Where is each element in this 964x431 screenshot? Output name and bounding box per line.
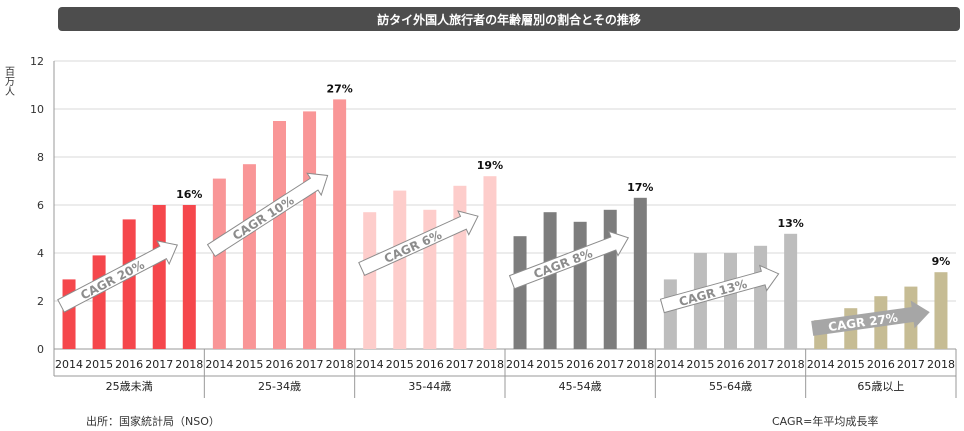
bar — [122, 219, 136, 349]
cagr-arrow-shape — [206, 172, 329, 258]
year-tick-label: 2018 — [927, 358, 955, 371]
bar — [754, 245, 768, 349]
y-tick-label: 8 — [37, 151, 44, 164]
bar — [724, 253, 737, 349]
year-tick-label: 2015 — [386, 358, 414, 371]
bar — [784, 233, 798, 349]
cagr-arrow-shape — [57, 240, 179, 313]
share-label: 9% — [932, 255, 951, 268]
cagr-arrow-shape — [508, 230, 630, 290]
bar — [242, 164, 256, 349]
bar — [182, 205, 196, 349]
y-tick-label: 4 — [37, 247, 44, 260]
y-tick-label: 2 — [37, 295, 44, 308]
year-tick-label: 2014 — [55, 358, 83, 371]
source-note: 出所：国家統計局（NSO） — [86, 415, 220, 428]
cagr-definition: CAGR=年平均成長率 — [772, 415, 879, 428]
bar — [934, 272, 948, 349]
bars — [62, 99, 948, 350]
y-tick-label: 6 — [37, 199, 44, 212]
cagr-label: CAGR 20% — [78, 258, 147, 303]
year-tick-label: 2017 — [296, 358, 324, 371]
group-label: 35-44歳 — [408, 380, 451, 393]
year-tick-label: 2014 — [506, 358, 534, 371]
year-tick-label: 2016 — [266, 358, 294, 371]
group-label: 55-64歳 — [709, 380, 752, 393]
year-tick-label: 2015 — [686, 358, 714, 371]
year-tick-label: 2017 — [897, 358, 925, 371]
bar — [633, 197, 647, 349]
chart-title: 訪タイ外国人旅行者の年齢層別の割合とその推移 — [58, 7, 960, 31]
year-tick-label: 2018 — [777, 358, 805, 371]
year-tick-label: 2017 — [596, 358, 624, 371]
group-label: 45-54歳 — [559, 380, 602, 393]
bar — [453, 185, 467, 349]
year-tick-label: 2016 — [566, 358, 594, 371]
cagr-arrow-shape — [358, 210, 479, 276]
year-tick-label: 2015 — [837, 358, 865, 371]
bar — [333, 99, 347, 350]
year-tick-label: 2015 — [536, 358, 564, 371]
y-tick-label: 12 — [30, 55, 44, 68]
bar — [62, 279, 76, 349]
year-tick-label: 2018 — [326, 358, 354, 371]
year-tick-label: 2018 — [476, 358, 504, 371]
year-tick-label: 2014 — [205, 358, 233, 371]
bar — [573, 221, 587, 349]
year-tick-label: 2014 — [356, 358, 384, 371]
group-label: 25-34歳 — [258, 380, 301, 393]
year-tick-label: 2016 — [115, 358, 143, 371]
cagr-label: CAGR 13% — [677, 277, 748, 309]
year-tick-label: 2018 — [175, 358, 203, 371]
group-label: 65歳以上 — [857, 380, 904, 393]
year-tick-label: 2016 — [867, 358, 895, 371]
y-tick-label: 10 — [30, 103, 44, 116]
bar — [393, 190, 407, 349]
share-label: 16% — [176, 188, 202, 201]
y-axis: 0 2 4 6 8 10 12 — [30, 55, 957, 398]
group-label: 25歳未満 — [106, 380, 153, 393]
year-tick-label: 2017 — [446, 358, 474, 371]
bar — [273, 121, 286, 349]
bar — [513, 236, 527, 349]
bar — [212, 178, 226, 349]
year-tick-label: 2017 — [145, 358, 173, 371]
year-tick-label: 2014 — [656, 358, 684, 371]
year-tick-label: 2016 — [416, 358, 444, 371]
bar — [363, 212, 377, 349]
y-tick-label: 0 — [37, 343, 44, 356]
year-tick-label: 2015 — [235, 358, 263, 371]
share-label: 27% — [326, 82, 352, 95]
year-tick-label: 2015 — [85, 358, 113, 371]
year-tick-label: 2016 — [717, 358, 745, 371]
cagr-arrow-shape — [811, 300, 930, 336]
bar — [663, 279, 677, 349]
year-tick-label: 2017 — [747, 358, 775, 371]
y-axis-label: 百万人 — [3, 66, 15, 96]
share-label: 13% — [777, 217, 803, 230]
share-label: 19% — [477, 159, 503, 172]
bar — [543, 212, 557, 349]
bar — [303, 111, 317, 350]
cagr-arrow-shape — [659, 264, 780, 314]
cagr-label: CAGR 10% — [230, 193, 296, 243]
bar — [92, 255, 106, 349]
bar — [603, 209, 617, 349]
bar — [152, 205, 166, 349]
bar — [483, 176, 497, 349]
year-tick-label: 2014 — [807, 358, 835, 371]
year-tick-label: 2018 — [626, 358, 654, 371]
share-label: 17% — [627, 181, 653, 194]
